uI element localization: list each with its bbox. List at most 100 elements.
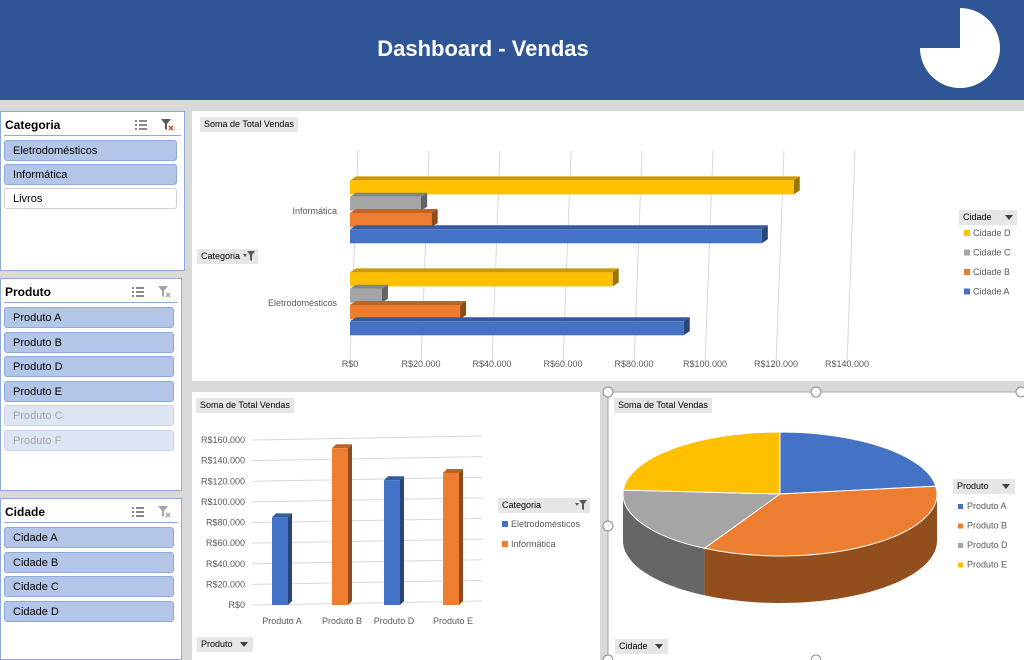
bar-side [683,317,690,336]
legend-field-button[interactable]: Categoria [498,498,590,513]
bar [350,229,762,244]
slicer-item[interactable]: Cidade D [4,600,174,622]
bar-top [350,268,619,273]
x-tick-label: R$40.000 [472,359,511,369]
slicer-item[interactable]: Informática [4,164,177,185]
category-label: Produto D [374,616,415,626]
legend-field-button[interactable]: Cidade [959,210,1017,225]
bar-top [350,225,768,230]
clear-filter-icon[interactable] [157,505,171,519]
bar-side [421,192,427,211]
slicer-produto: Produto Produto A Produto B Produto D Produ… [0,278,182,491]
dropdown-arrow-icon [239,642,248,647]
gridline [251,497,483,503]
gridline [420,150,430,364]
bar-top [350,284,388,289]
category-label: Produto E [433,616,473,626]
y-tick-label: R$140.000 [201,456,245,466]
column [272,517,288,605]
legend-label: Informática [511,539,556,549]
slicer-item[interactable]: Produto D [4,356,174,377]
category-label: Produto B [322,616,362,626]
legend-label: Cidade D [973,228,1011,238]
pie-slice-side [704,494,937,603]
bar [350,321,684,336]
gridline [349,150,359,364]
value-field-button[interactable]: Soma de Total Vendas [200,117,298,132]
y-tick-label: R$0 [228,600,245,610]
value-field-button[interactable]: Soma de Total Vendas [196,398,294,413]
slicer-cidade: Cidade Cidade A Cidade B Cidade C Cidade D [0,498,182,660]
pie-slice-side [623,494,705,596]
x-tick-label: R$100.000 [683,359,727,369]
bar-top [350,301,467,305]
filter-icon [243,251,256,261]
slicer-item[interactable]: Produto E [4,380,174,402]
dashboard-header [0,0,1024,100]
bar [350,213,432,227]
column-top [384,476,404,481]
column-top [332,444,352,449]
bar [350,180,794,195]
slicer-item[interactable]: Cidade B [4,551,174,573]
bar-side [381,284,388,303]
column-top [272,513,292,518]
axis-field-button[interactable]: Cidade [615,639,668,654]
axis-field-button[interactable]: Categoria [197,249,259,264]
column-chart-panel[interactable]: Soma de Total Vendas Produto Categoria R… [192,392,600,660]
bar-chart-panel[interactable]: Soma de Total Vendas Categoria Cidade R$… [192,111,1024,381]
slicer-item[interactable]: Cidade C [4,576,174,597]
multi-select-icon[interactable] [134,118,148,132]
pie-chart-panel[interactable]: Soma de Total Vendas Cidade Produto Prod… [608,392,1024,660]
legend-swatch [964,269,970,275]
legend-label: Eletrodomésticos [511,519,581,529]
slicer-item[interactable]: Produto B [4,331,174,353]
bar [350,272,613,287]
filter-icon [575,500,587,510]
dropdown-arrow-icon [1002,484,1010,489]
legend-label: Cidade C [973,248,1011,258]
bar-chart: R$0 R$20.000 R$40.000 R$60.000 R$80.000 R$100… [268,150,1011,369]
legend-swatch [958,562,963,568]
bar [350,305,461,319]
column-side [459,469,463,605]
slicer-item[interactable]: Produto F [4,429,174,451]
bar-top [350,317,690,322]
slicer-item[interactable]: Cidade A [4,527,174,548]
clear-filter-icon[interactable] [160,118,174,132]
gridline [633,150,643,364]
y-tick-label: R$160.000 [201,435,245,445]
multi-select-icon[interactable] [131,505,145,519]
x-tick-label: R$80.000 [614,359,653,369]
slicer-item[interactable]: Livros [4,188,177,209]
bar [350,288,382,303]
column-side [348,444,352,605]
clear-filter-icon[interactable] [157,285,171,299]
gridline [251,600,483,606]
column [332,448,348,605]
slicer-item[interactable]: Eletrodomésticos [4,140,177,161]
gridline [251,476,483,482]
legend-label: Produto D [967,540,1008,550]
bar-side [761,225,768,244]
gridline [251,579,483,585]
column-side [288,513,292,605]
gridline [846,150,856,364]
bar-side [431,209,438,227]
column [443,473,459,605]
legend-swatch [964,288,970,295]
dropdown-arrow-icon [654,644,663,649]
column-side [400,476,404,605]
column-chart: R$0 R$20.000 R$40.000 R$60.000 R$80.000 R$100… [201,435,581,626]
legend-field-button[interactable]: Produto [953,479,1015,494]
multi-select-icon[interactable] [131,285,145,299]
slicer-item[interactable]: Produto C [4,405,174,426]
slicer-item[interactable]: Produto A [4,307,174,328]
legend-swatch [502,541,508,547]
value-field-button[interactable]: Soma de Total Vendas [614,398,712,413]
category-label: Informática [292,206,337,216]
axis-field-button[interactable]: Produto [197,637,253,652]
gridline [775,150,785,364]
gridline [251,435,483,441]
pie-logo-icon [920,8,1000,88]
